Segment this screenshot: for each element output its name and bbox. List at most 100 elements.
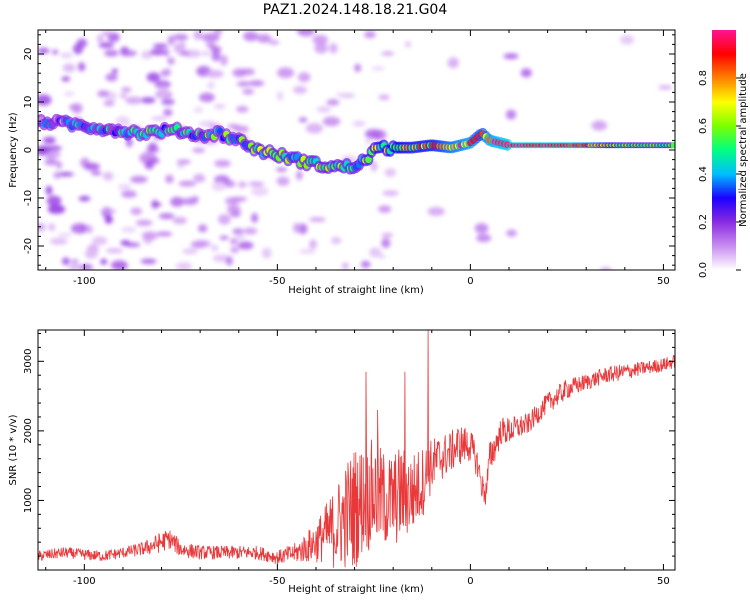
noise-blob xyxy=(316,106,331,113)
y-tick-label: 20 xyxy=(23,48,34,61)
noise-blob xyxy=(296,170,303,181)
noise-blob xyxy=(150,116,168,121)
y-tick-label: 1000 xyxy=(23,488,34,513)
noise-blob xyxy=(42,136,56,144)
noise-blob xyxy=(103,100,115,106)
noise-blob xyxy=(56,161,63,169)
noise-blob xyxy=(219,54,228,66)
ridge-edge xyxy=(671,142,675,149)
noise-blob xyxy=(226,204,241,214)
noise-blob xyxy=(47,204,66,214)
noise-blob xyxy=(78,195,91,202)
noise-blob xyxy=(230,246,240,254)
noise-blob xyxy=(213,30,223,36)
noise-blob xyxy=(210,244,219,251)
spectrogram-y-ticks: -20 -10 0 10 20 xyxy=(23,34,675,266)
colorbar-tick-label: 0.0 xyxy=(698,262,709,278)
noise-blob xyxy=(370,161,378,172)
noise-blob xyxy=(198,92,215,103)
noise-blob xyxy=(144,160,155,170)
noise-blob xyxy=(121,226,137,233)
noise-blob xyxy=(232,68,247,78)
noise-blob xyxy=(205,42,216,48)
noise-blob xyxy=(98,42,114,49)
noise-blob xyxy=(268,40,280,45)
noise-blob xyxy=(45,185,53,196)
noise-blob xyxy=(164,68,172,77)
noise-blob xyxy=(77,62,86,72)
noise-blob xyxy=(242,88,255,95)
noise-blob xyxy=(237,181,247,188)
noise-blob xyxy=(117,183,132,191)
noise-blob xyxy=(153,43,168,49)
noise-blob xyxy=(62,257,70,266)
noise-blob xyxy=(61,76,71,82)
noise-blob xyxy=(105,73,118,82)
noise-blob xyxy=(205,69,224,79)
noise-blob xyxy=(308,217,326,222)
noise-blob xyxy=(207,81,215,90)
noise-blob xyxy=(305,123,323,134)
noise-blob xyxy=(520,68,532,78)
noise-blob xyxy=(96,34,104,43)
noise-blob xyxy=(176,163,185,169)
noise-blob xyxy=(68,264,83,270)
noise-blob xyxy=(322,116,341,127)
noise-blob xyxy=(243,227,258,235)
noise-blob xyxy=(474,223,489,234)
snr-series-line xyxy=(38,330,675,568)
x-tick-label: 0 xyxy=(467,576,473,587)
noise-blob xyxy=(178,180,196,187)
noise-blob xyxy=(198,121,216,127)
noise-blob xyxy=(339,93,356,98)
noise-blob xyxy=(326,99,340,106)
noise-blob xyxy=(181,197,198,206)
colorbar-tick-label: 0.4 xyxy=(698,166,709,182)
y-tick-label: 2000 xyxy=(23,418,34,443)
noise-blob xyxy=(293,85,308,94)
noise-blob xyxy=(213,103,226,110)
noise-blob xyxy=(354,63,362,73)
noise-blob xyxy=(140,97,156,104)
spectrogram-plot-area xyxy=(38,30,675,270)
noise-blob xyxy=(101,31,114,36)
noise-blob xyxy=(167,57,175,62)
noise-blob xyxy=(130,175,148,184)
noise-blob xyxy=(211,51,221,62)
noise-blob xyxy=(230,196,248,202)
noise-blob xyxy=(381,233,394,238)
noise-blob xyxy=(427,207,445,216)
noise-blob xyxy=(165,174,174,184)
noise-blob xyxy=(503,53,519,60)
spectrogram-y-axis-label: Frequency (Hz) xyxy=(8,112,19,188)
noise-blob xyxy=(45,151,56,161)
noise-blob xyxy=(369,247,382,258)
noise-blob xyxy=(309,239,317,250)
noise-blob xyxy=(102,171,114,181)
snr-x-ticks: -100 -50 0 50 xyxy=(45,330,670,587)
noise-blob xyxy=(275,167,288,172)
noise-blob xyxy=(360,260,371,269)
y-tick-label: -20 xyxy=(23,238,34,254)
noise-blob xyxy=(371,66,385,71)
noise-blob xyxy=(167,35,175,46)
noise-blob xyxy=(384,168,396,177)
y-tick-label: 3000 xyxy=(23,349,34,374)
noise-blob xyxy=(38,47,50,54)
colorbar-ticks: 0.0 0.2 0.4 0.6 0.8 xyxy=(698,70,741,278)
noise-blob xyxy=(341,262,349,270)
noise-blob xyxy=(236,235,246,240)
noise-blob xyxy=(329,42,338,54)
noise-blob xyxy=(119,93,128,98)
noise-blob xyxy=(100,258,108,265)
noise-blob xyxy=(248,181,265,187)
spectrogram-noise xyxy=(38,30,673,270)
x-tick-label: 50 xyxy=(657,576,670,587)
noise-blob xyxy=(197,224,208,233)
noise-blob xyxy=(58,232,72,237)
y-tick-label: 10 xyxy=(23,96,34,109)
noise-blob xyxy=(59,52,73,59)
x-tick-label: -100 xyxy=(73,276,96,287)
